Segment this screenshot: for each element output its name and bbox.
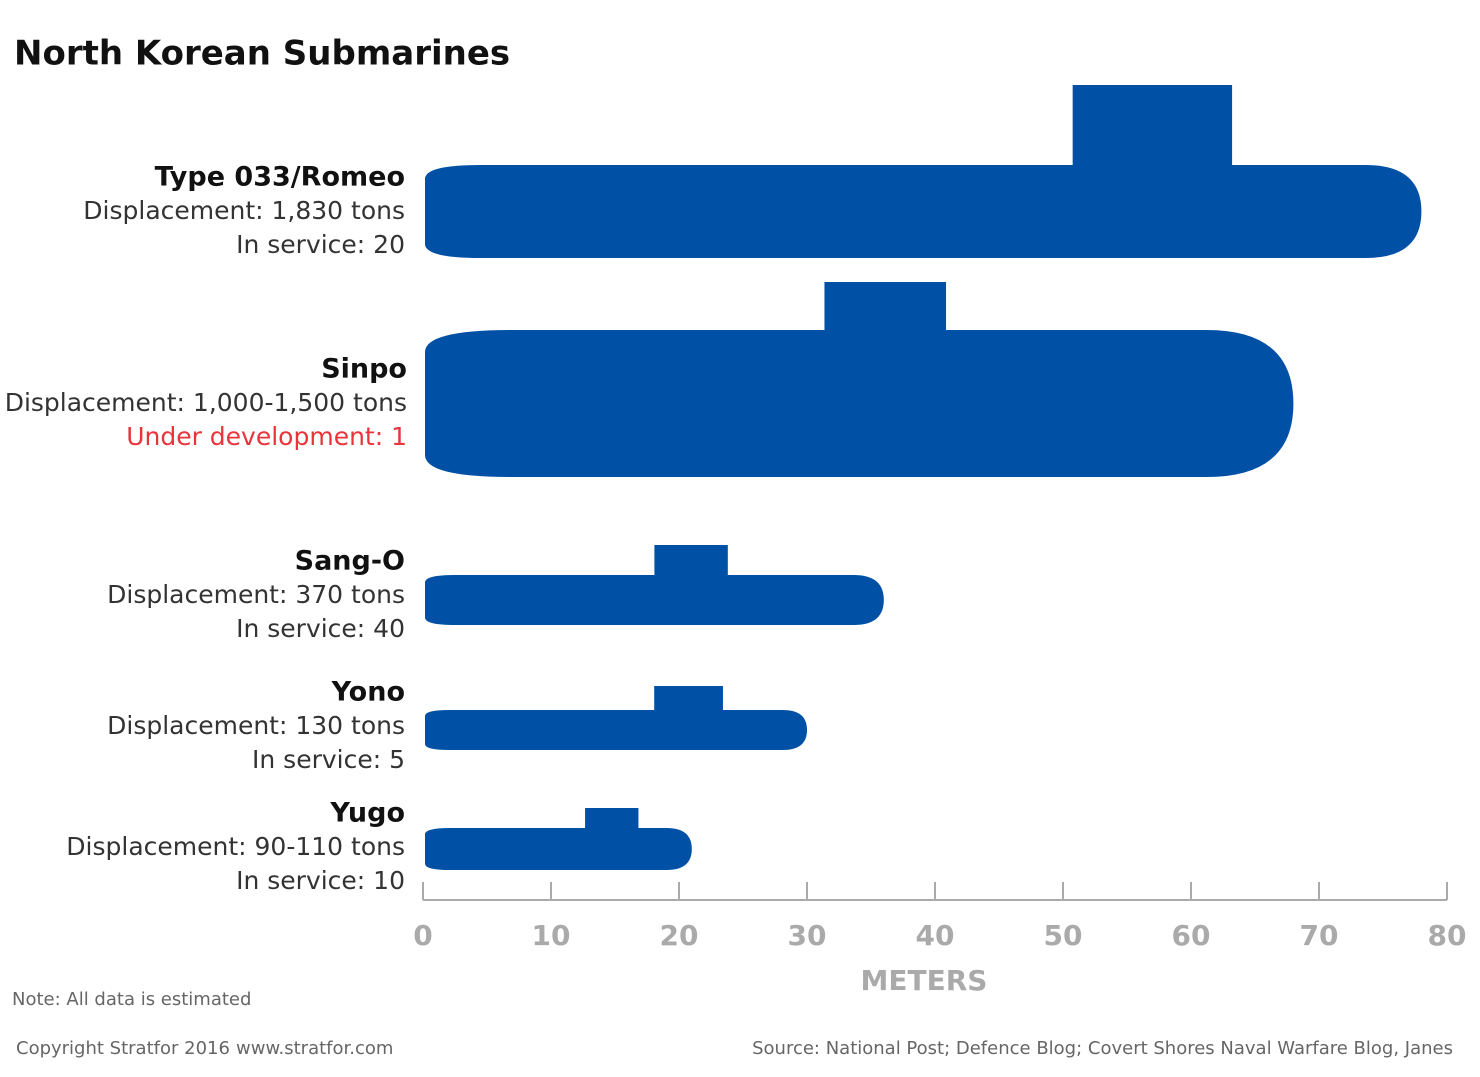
x-tick-label: 20	[660, 919, 699, 952]
chart-title: North Korean Submarines	[14, 34, 510, 74]
copyright: Copyright Stratfor 2016	[16, 1038, 230, 1059]
submarine	[425, 85, 1422, 258]
x-tick-label: 0	[413, 919, 432, 952]
website: www.stratfor.com	[236, 1038, 393, 1059]
submarine	[425, 545, 884, 625]
submarine-detail: Displacement: 90-110 tons	[66, 832, 405, 861]
submarine-detail: In service: 40	[236, 614, 405, 643]
submarine-detail: In service: 10	[236, 866, 405, 895]
submarine-detail: In service: 5	[252, 745, 405, 774]
submarine-detail: Displacement: 1,000-1,500 tons	[5, 388, 407, 417]
x-tick-label: 50	[1044, 919, 1083, 952]
x-tick-label: 70	[1300, 919, 1339, 952]
submarine-detail: Displacement: 1,830 tons	[83, 196, 405, 225]
x-tick-label: 40	[916, 919, 955, 952]
x-tick-label: 10	[532, 919, 571, 952]
note: Note: All data is estimated	[12, 989, 251, 1010]
submarine-detail: Under development: 1	[126, 422, 407, 451]
x-axis-label: METERS	[861, 964, 988, 997]
submarine-name: Sang-O	[295, 546, 405, 577]
submarine-detail: In service: 20	[236, 230, 405, 259]
submarine-name: Yono	[331, 677, 405, 708]
submarine-detail: Displacement: 370 tons	[107, 580, 405, 609]
submarine-name: Sinpo	[321, 354, 407, 385]
x-tick-label: 30	[788, 919, 827, 952]
submarine	[425, 282, 1294, 477]
submarine-name: Yugo	[329, 798, 405, 829]
x-tick-label: 80	[1428, 919, 1467, 952]
submarine-name: Type 033/Romeo	[155, 162, 405, 193]
submarine	[425, 808, 692, 870]
submarine	[425, 686, 807, 750]
source: Source: National Post; Defence Blog; Cov…	[752, 1038, 1453, 1059]
submarine-detail: Displacement: 130 tons	[107, 711, 405, 740]
x-tick-label: 60	[1172, 919, 1211, 952]
